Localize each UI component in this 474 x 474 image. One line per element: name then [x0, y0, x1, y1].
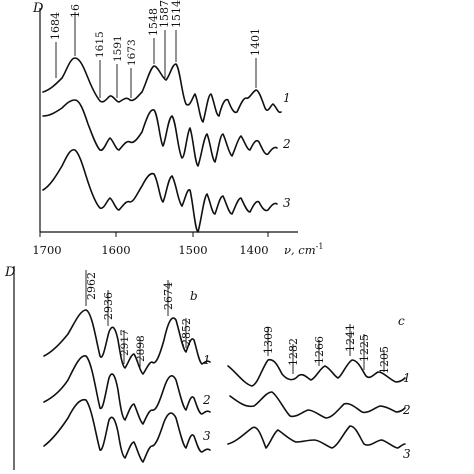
panel-a-peak-1684: 1684 — [49, 12, 62, 40]
panel-a-xlabel: ν, cm-1 — [284, 242, 323, 257]
panel-c: c 1 2 3 1309 1282 1266 1241 1225 1205 — [227, 314, 411, 461]
panel-c-peak-1205: 1205 — [378, 346, 391, 374]
panel-b-curve-label-3: 3 — [203, 429, 211, 443]
panel-b-peak-2674: 2674 — [162, 282, 175, 310]
panel-b-curve-3 — [43, 398, 211, 463]
panel-b-panel-label: b — [190, 289, 198, 303]
panel-b-curve-1 — [43, 309, 211, 375]
panel-a-curve-2 — [42, 99, 278, 167]
panel-a-curve-3 — [42, 148, 278, 233]
panel-c-peak-1266: 1266 — [313, 336, 326, 364]
panel-b-ylabel: D — [4, 265, 16, 280]
panel-a-peak-1548: 1548 — [147, 8, 160, 36]
panel-c-peak-1282: 1282 — [287, 338, 300, 366]
panel-c-peak-1241: 1241 — [344, 324, 357, 352]
panel-c-curve-1 — [227, 358, 406, 387]
panel-a-curve-1 — [42, 57, 282, 123]
panel-a-peak-1401: 1401 — [249, 28, 262, 56]
panel-a-peak-1673: 1673 — [126, 39, 138, 66]
panel-a-curve-label-1: 1 — [283, 91, 291, 105]
panel-a-peak-1587: 1587 — [158, 0, 171, 28]
panel-b-curve-2 — [43, 355, 211, 425]
panel-c-curve-label-3: 3 — [403, 447, 411, 461]
panel-a-peak-16: 16 — [69, 4, 82, 18]
panel-b-curve-label-2: 2 — [202, 393, 211, 407]
panel-a-tick-label-1500: 1500 — [178, 243, 207, 257]
panel-a-tick-label-1700: 1700 — [32, 243, 61, 257]
panel-c-panel-label: c — [398, 314, 405, 328]
panel-a-curve-label-2: 2 — [282, 137, 291, 151]
panel-a-peak-1591: 1591 — [112, 35, 124, 62]
panel-b-peak-2962: 2962 — [85, 272, 98, 300]
panel-b-peak-2917: 2917 — [119, 329, 131, 356]
panel-c-peak-1225: 1225 — [358, 334, 371, 362]
panel-a-curve-label-3: 3 — [283, 196, 291, 210]
panel-a-ylabel: D — [32, 1, 44, 16]
panel-c-curve-2 — [229, 391, 406, 419]
panel-c-curve-3 — [227, 425, 406, 449]
panel-b-peak-2852: 2852 — [180, 318, 193, 346]
panel-c-curve-label-2: 2 — [402, 403, 411, 417]
panel-a-peak-1514: 1514 — [170, 0, 183, 28]
panel-a-tick-label-1400: 1400 — [239, 243, 268, 257]
panel-b-curve-label-1: 1 — [203, 353, 211, 367]
panel-a-peak-1615: 1615 — [94, 31, 106, 58]
panel-c-curve-label-1: 1 — [403, 371, 411, 385]
panel-b-peak-2898: 2898 — [135, 335, 147, 362]
panel-a-tick-label-1600: 1600 — [101, 243, 130, 257]
panel-a: D 1700 1600 1500 1400 ν, cm-1 1 2 3 1684… — [32, 0, 323, 257]
panel-c-peak-1309: 1309 — [262, 326, 275, 354]
panel-b-peak-2936: 2936 — [102, 292, 115, 320]
panel-b: D b 1 2 3 2962 2936 2917 2898 2674 2852 — [4, 265, 211, 470]
